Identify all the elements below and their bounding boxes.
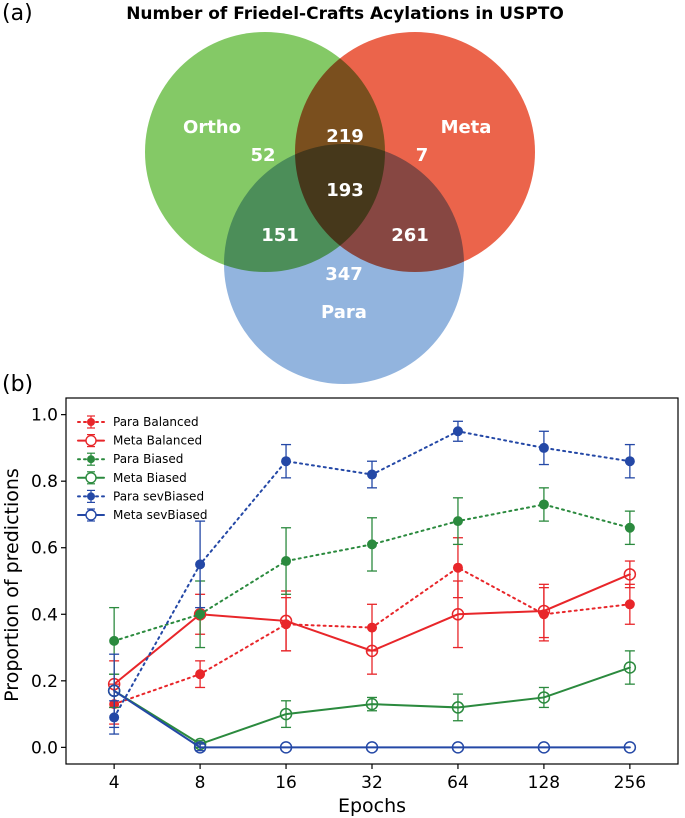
y-axis: 0.0 0.2 0.4 0.6 0.8 1.0 <box>31 406 66 758</box>
legend-label: Meta sevBiased <box>113 508 208 522</box>
legend-label: Para sevBiased <box>113 489 204 503</box>
x-tick-label: 64 <box>447 773 469 793</box>
legend-label: Meta Biased <box>113 471 187 485</box>
series-para-biased <box>109 487 635 675</box>
data-point <box>624 456 635 467</box>
data-point <box>623 568 637 581</box>
panel-a-label: (a) <box>2 1 33 26</box>
legend-marker <box>87 455 95 464</box>
panel-b-label: (b) <box>2 372 33 397</box>
x-tick-label: 128 <box>528 773 560 793</box>
legend-marker <box>87 418 95 426</box>
data-point <box>451 701 465 714</box>
y-tick-label: 0.0 <box>31 738 58 758</box>
y-tick-label: 1.0 <box>31 406 58 426</box>
venn-count-all-three: 193 <box>326 180 364 201</box>
line-plot: 0.0 0.2 0.4 0.6 0.8 1.0 4 8 16 32 64 128 256 Para B… <box>31 397 679 793</box>
legend: Para Balanced Meta Balanced Para Biased Met… <box>77 415 208 522</box>
y-tick-label: 0.2 <box>31 672 58 692</box>
legend-marker <box>87 492 95 501</box>
legend-label: Para Balanced <box>113 415 199 429</box>
y-tick-label: 0.8 <box>31 472 58 492</box>
series-layer <box>107 420 637 754</box>
x-tick-label: 32 <box>361 773 383 793</box>
series-meta-balanced <box>107 560 637 709</box>
venn-count-ortho-para: 151 <box>261 225 299 246</box>
data-point <box>365 697 379 711</box>
series-meta-sevbiased <box>107 653 637 754</box>
data-point <box>538 499 549 510</box>
data-point <box>452 562 463 573</box>
data-point <box>107 684 121 698</box>
data-point <box>281 556 292 567</box>
x-tick-label: 8 <box>195 773 206 793</box>
data-point <box>623 741 637 754</box>
venn-title: Number of Friedel-Crafts Acylations in U… <box>126 4 564 24</box>
data-point <box>193 741 207 754</box>
y-tick-label: 0.6 <box>31 539 58 559</box>
venn-label-ortho: Ortho <box>183 117 241 138</box>
venn-circle-para <box>224 144 464 384</box>
venn-count-meta-para: 261 <box>391 225 429 246</box>
x-tick-label: 256 <box>614 773 646 793</box>
x-tick-label: 16 <box>275 773 297 793</box>
venn-label-meta: Meta <box>441 117 492 138</box>
data-point <box>279 614 293 628</box>
x-axis: 4 8 16 32 64 128 256 <box>109 764 646 793</box>
data-point <box>195 609 206 620</box>
data-point <box>623 661 637 674</box>
data-point <box>537 604 551 618</box>
data-point <box>195 559 206 570</box>
venn-label-para: Para <box>321 302 367 323</box>
data-point <box>537 741 551 754</box>
legend-marker <box>85 472 97 484</box>
data-point <box>367 469 377 480</box>
legend-label: Para Biased <box>113 452 183 466</box>
data-point <box>624 599 635 610</box>
data-point <box>624 522 635 533</box>
data-point <box>365 644 379 658</box>
data-point <box>367 539 377 550</box>
data-point <box>279 707 293 721</box>
data-point <box>365 741 379 754</box>
venn-count-para-only: 347 <box>325 264 363 285</box>
venn-count-ortho-meta: 219 <box>326 126 364 147</box>
legend-label: Meta Balanced <box>113 434 202 448</box>
data-point <box>195 669 206 680</box>
legend-marker <box>85 434 97 447</box>
x-axis-label: Epochs <box>338 795 406 817</box>
data-point <box>281 456 292 467</box>
data-point <box>537 691 551 704</box>
y-tick-label: 0.4 <box>31 605 58 625</box>
series-para-sevbiased <box>109 420 635 735</box>
venn-diagram: Ortho Meta Para 52 7 347 219 151 261 193 <box>145 32 535 384</box>
data-point <box>109 635 120 646</box>
legend-marker <box>85 509 97 521</box>
data-point <box>452 516 463 527</box>
data-point <box>279 741 293 754</box>
y-axis-label: Proportion of predictions <box>1 468 23 702</box>
venn-count-ortho-only: 52 <box>250 145 275 166</box>
data-point <box>451 741 465 754</box>
data-point <box>538 442 549 453</box>
data-point <box>452 426 463 437</box>
x-tick-label: 4 <box>109 773 120 793</box>
data-point <box>451 608 465 621</box>
venn-count-meta-only: 7 <box>416 145 429 166</box>
